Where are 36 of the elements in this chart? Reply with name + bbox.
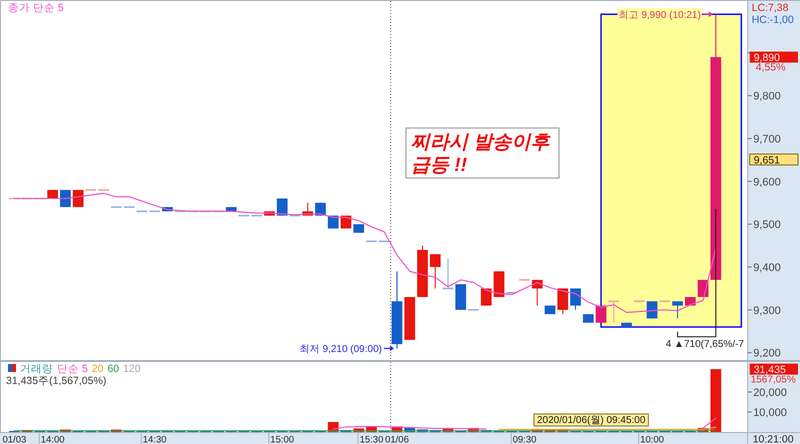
x-tick-label: 09:30 [512,434,536,444]
y-tick-label: 9,300 [753,304,781,317]
text: 10:21:00 [752,434,794,444]
legend-label: 120 [123,363,141,375]
text: 4,55% [756,62,786,74]
x-tick-label: 10:00 [640,434,664,444]
tooltip: 2020/01/06(월) 09:45:00 [534,414,649,426]
y-tick-label: 9,200 [753,348,781,360]
annotation: 4 ▲710(7,65%/-7 [666,339,744,350]
annotation: 찌라시 발송이후 급등 !! [411,132,552,176]
text: HC:-1,00 [752,14,794,26]
text: 9,890 [754,52,780,64]
y-tick-label: 9,500 [753,219,781,232]
text: 9,651 [754,154,780,166]
x-tick-label: 01/06 [385,434,409,444]
annotation: 31,435주(1,567,05%) [6,375,106,387]
legend: 거래량 단순 5 20 60 120 [8,363,141,375]
annotation: 최저 9,210 (09:00) [300,344,382,355]
text: 1567,05% [750,374,796,386]
y-tick-label: 9,600 [753,176,781,188]
x-tick-label: 15:00 [270,434,294,444]
y-tick-label: 10,000 [753,407,787,419]
x-tick-label: 01/03 [2,434,26,444]
y-tick-label: 20,000 [753,387,787,399]
annotation: 최고 9,990 (10:21) [618,10,701,21]
legend-label: 거래량 [20,363,53,375]
annotation: 2020/01/06(월) 09:45:00 [537,415,646,426]
x-tick-label: 14:00 [40,434,65,444]
y-tick-label: 9,400 [753,262,781,274]
y-tick-label: 9,800 [753,90,781,103]
x-tick-label: 14:30 [142,434,167,444]
legend: 종가 단순 5 [8,2,64,14]
x-tick-label: 15:30 [360,434,384,444]
text: LC:7,38 [752,2,789,14]
text: 31,435 [754,364,786,376]
y-tick-label: 9,700 [753,134,781,146]
